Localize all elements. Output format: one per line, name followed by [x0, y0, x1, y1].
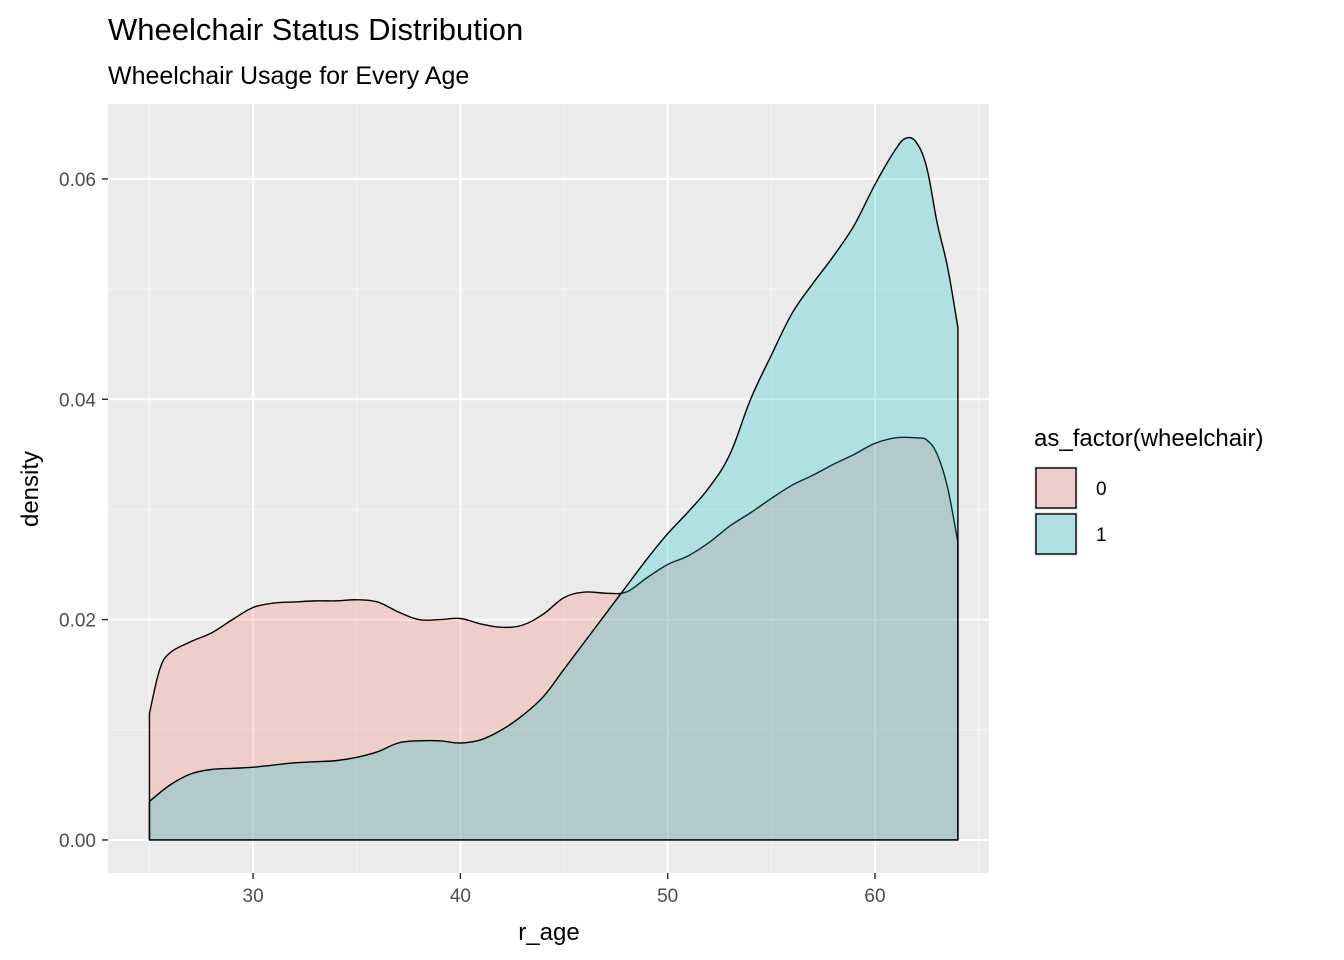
legend: as_factor(wheelchair) 0 1 [1034, 425, 1263, 556]
legend-swatch-0 [1035, 467, 1077, 509]
y-axis-title: density [17, 451, 44, 527]
x-tick-label: 40 [450, 886, 471, 907]
major-gridlines [108, 104, 989, 873]
x-axis-ticks: 30 40 50 60 [243, 873, 886, 907]
y-tick-label: 0.02 [59, 611, 96, 632]
legend-key-bg-1 [1034, 512, 1078, 556]
y-tick-label: 0.04 [59, 390, 96, 411]
chart-subtitle: Wheelchair Usage for Every Age [108, 62, 469, 90]
plot-panel [108, 104, 989, 873]
legend-label-1: 1 [1096, 525, 1107, 546]
x-tick-label: 60 [864, 886, 885, 907]
minor-gridlines [108, 104, 989, 873]
legend-key-bg-0 [1034, 466, 1078, 510]
x-tick-label: 50 [657, 886, 678, 907]
density-area-series-0 [148, 436, 959, 841]
x-tick-label: 30 [243, 886, 264, 907]
density-areas [148, 136, 959, 841]
legend-swatch-1 [1035, 513, 1077, 555]
y-tick-label: 0.00 [59, 831, 96, 852]
y-axis-ticks: 0.00 0.02 0.04 0.06 [59, 170, 108, 852]
legend-label-0: 0 [1096, 479, 1107, 500]
y-tick-label: 0.06 [59, 170, 96, 191]
chart-title: Wheelchair Status Distribution [108, 12, 523, 47]
density-area-series-1 [148, 136, 959, 841]
x-axis-title: r_age [518, 919, 579, 946]
legend-title: as_factor(wheelchair) [1034, 425, 1263, 452]
